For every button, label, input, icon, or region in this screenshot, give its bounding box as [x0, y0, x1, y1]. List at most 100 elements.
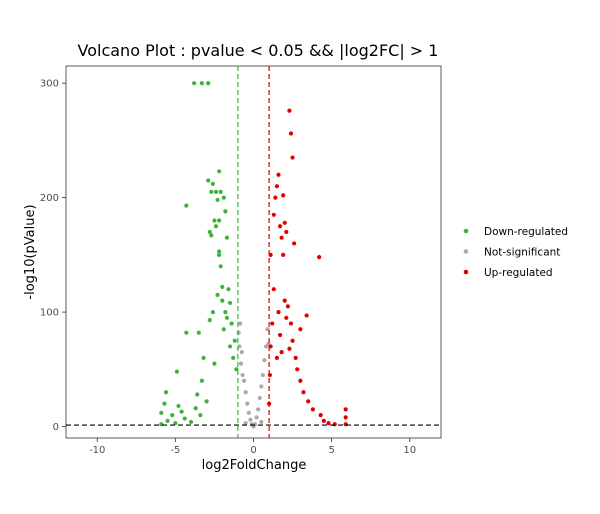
y-tick-label: 0 — [53, 422, 59, 433]
data-point — [224, 315, 230, 320]
data-point — [170, 413, 175, 418]
data-point — [207, 318, 212, 323]
data-point — [217, 249, 222, 254]
data-point — [238, 361, 244, 366]
data-point — [229, 321, 234, 326]
data-point — [274, 355, 280, 360]
data-point — [201, 355, 206, 360]
data-point — [252, 422, 258, 427]
legend-key — [463, 228, 469, 234]
x-axis-label: log2FoldChange — [202, 458, 307, 473]
data-point — [276, 172, 281, 177]
data-point — [248, 417, 253, 422]
data-point — [218, 189, 223, 195]
data-point — [290, 155, 295, 160]
data-point — [243, 421, 248, 426]
data-point — [260, 372, 265, 378]
data-point — [304, 313, 309, 318]
data-point — [238, 321, 243, 326]
data-point — [173, 421, 178, 426]
data-point — [285, 304, 290, 309]
data-point — [288, 131, 294, 136]
data-point — [209, 189, 214, 195]
data-point — [206, 81, 211, 86]
data-point — [174, 369, 180, 374]
data-point — [281, 193, 286, 198]
data-point — [284, 315, 289, 320]
x-tick-label: -10 — [89, 445, 105, 456]
data-point — [210, 309, 215, 315]
data-point — [245, 401, 250, 406]
data-point — [332, 422, 337, 427]
legend-label: Down-regulated — [484, 226, 568, 238]
data-point — [292, 241, 297, 246]
data-point — [184, 330, 189, 335]
data-point — [326, 421, 331, 426]
data-point — [215, 292, 220, 298]
data-point — [246, 410, 251, 415]
data-point — [217, 169, 222, 174]
data-point — [259, 419, 264, 425]
legend-key — [463, 269, 469, 275]
data-point — [162, 401, 167, 406]
data-point — [310, 407, 315, 412]
data-point — [188, 419, 194, 425]
data-point — [301, 390, 306, 395]
data-point — [217, 218, 222, 223]
data-point — [256, 407, 261, 412]
data-point — [207, 229, 212, 235]
data-point — [227, 300, 233, 306]
data-point — [184, 203, 189, 208]
data-point — [232, 338, 237, 343]
data-point — [163, 390, 169, 395]
data-point — [204, 399, 209, 404]
data-point — [227, 344, 233, 349]
data-point — [279, 350, 284, 355]
data-point — [279, 235, 284, 240]
data-point — [212, 218, 217, 223]
y-axis-label: -log10(pValue) — [23, 204, 38, 299]
data-point — [343, 407, 348, 412]
y-tick-label: 200 — [40, 193, 59, 204]
legend-label: Not-significant — [484, 246, 560, 258]
legend: Down-regulated Not-significant Up-regulate… — [463, 226, 568, 279]
data-point — [226, 287, 231, 292]
data-point — [274, 184, 280, 189]
data-point — [223, 309, 228, 315]
data-point — [290, 338, 295, 343]
legend-label: Up-regulated — [484, 267, 553, 279]
legend-key — [463, 249, 469, 254]
data-point — [236, 330, 241, 335]
data-point — [159, 422, 164, 427]
data-point — [306, 399, 311, 404]
data-point — [220, 284, 225, 290]
data-point — [220, 298, 225, 303]
data-point — [270, 321, 275, 326]
data-point — [257, 395, 262, 401]
data-point — [215, 197, 220, 203]
data-point — [176, 403, 181, 409]
data-point — [195, 392, 200, 397]
data-point — [287, 346, 292, 351]
data-point — [288, 321, 294, 326]
data-point — [165, 418, 170, 423]
data-point — [192, 81, 197, 86]
data-point — [321, 418, 326, 423]
x-tick-label: -5 — [170, 445, 180, 456]
data-point — [217, 252, 222, 257]
data-point — [196, 330, 201, 335]
data-point — [198, 413, 203, 418]
data-point — [259, 384, 264, 389]
threshold-lines — [66, 66, 441, 438]
data-point — [317, 255, 322, 260]
data-point — [239, 350, 244, 355]
data-point — [276, 309, 281, 315]
data-point — [282, 220, 287, 225]
data-point — [262, 358, 267, 363]
data-point — [271, 212, 276, 217]
x-tick-label: 5 — [328, 445, 334, 456]
data-point — [282, 298, 287, 303]
x-tick-label: 10 — [403, 445, 416, 456]
data-point — [343, 422, 348, 427]
